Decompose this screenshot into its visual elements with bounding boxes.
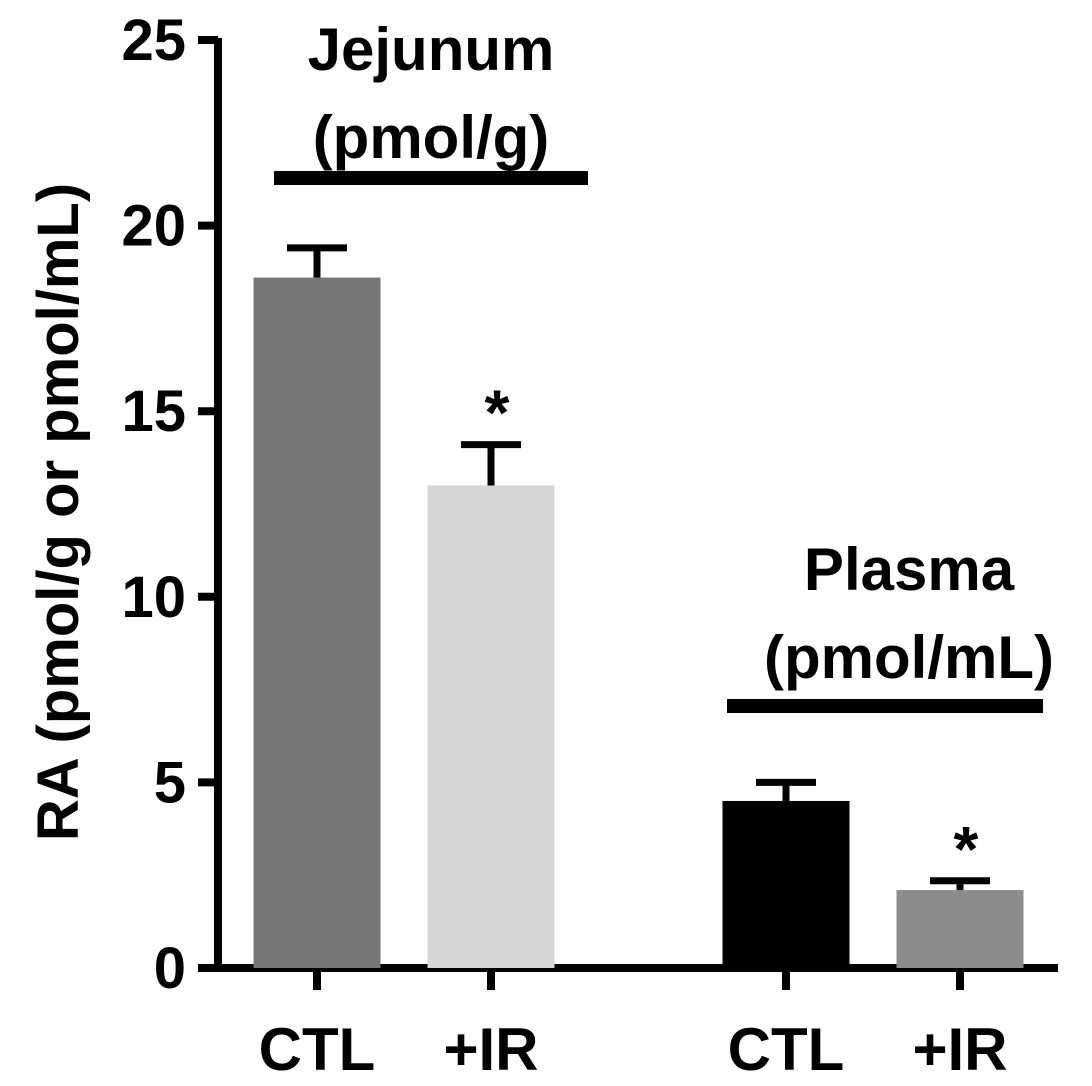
- bar: [896, 890, 1024, 968]
- group-title: Jejunum: [308, 16, 555, 83]
- y-tick-label: 0: [154, 936, 186, 1001]
- group-unit: (pmol/mL): [764, 624, 1054, 691]
- bar: [722, 800, 850, 968]
- group-labels: Jejunum (pmol/g) Plasma (pmol/mL): [274, 16, 1054, 713]
- bar: [253, 277, 381, 968]
- y-axis: 0 5 10 15 20 25: [121, 8, 222, 1001]
- bars: **: [253, 244, 1024, 968]
- y-tick-label: 5: [154, 750, 186, 815]
- x-axis: CTL +IR CTL +IR: [214, 964, 1058, 1083]
- y-tick-label: 10: [121, 565, 186, 630]
- bar: [427, 485, 555, 968]
- significance-marker: *: [485, 377, 510, 449]
- y-tick-label: 15: [121, 379, 186, 444]
- x-tick-label: CTL: [728, 1016, 845, 1083]
- group-title: Plasma: [804, 536, 1015, 603]
- y-axis-label: RA (pmol/g or pmol/mL): [26, 183, 91, 841]
- significance-marker: *: [954, 813, 979, 885]
- group-unit: (pmol/g): [313, 104, 550, 171]
- y-tick-label: 25: [121, 8, 186, 73]
- x-tick-label: +IR: [912, 1016, 1007, 1083]
- x-tick-label: +IR: [443, 1016, 538, 1083]
- x-tick-label: CTL: [259, 1016, 376, 1083]
- y-tick-label: 20: [121, 194, 186, 259]
